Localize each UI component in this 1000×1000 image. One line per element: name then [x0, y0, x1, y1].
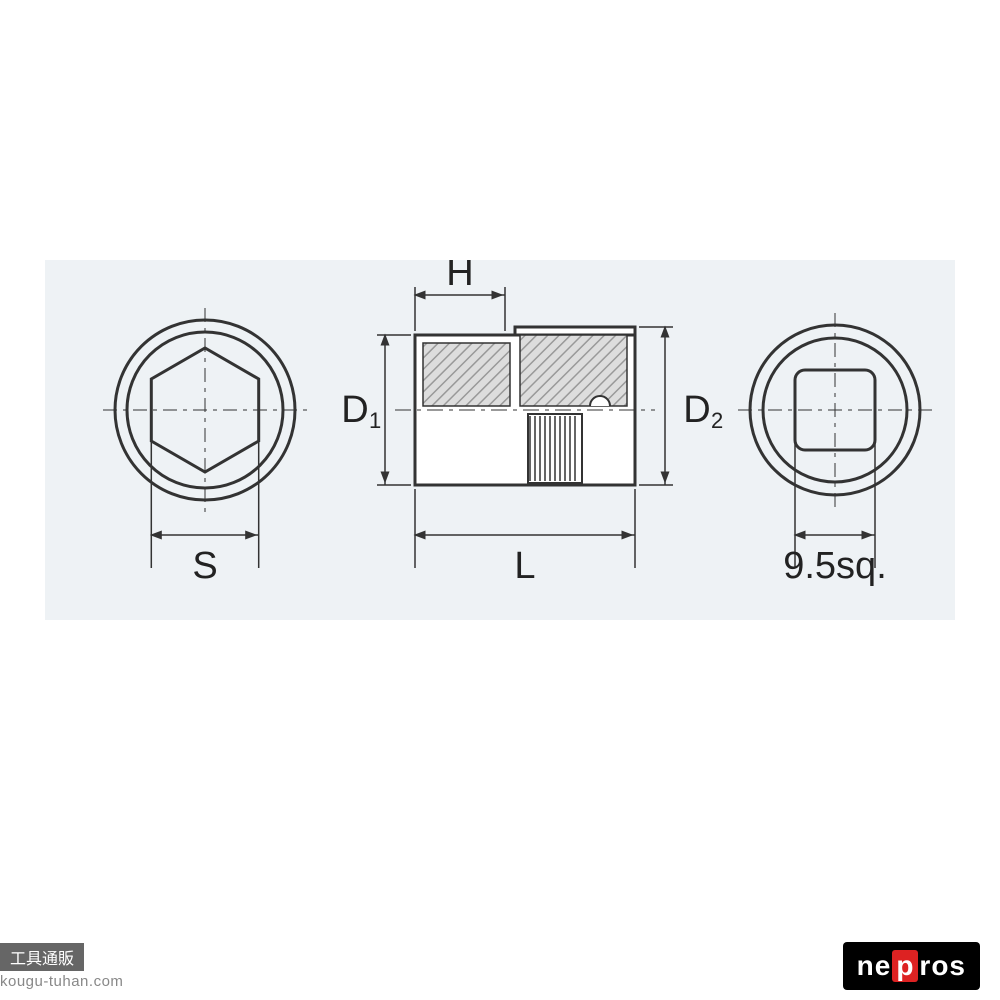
svg-text:2: 2: [711, 408, 723, 433]
technical-drawing: SHLD1D29.5sq.: [45, 260, 955, 620]
site-badge: 工具通販: [0, 943, 84, 971]
svg-text:D: D: [683, 389, 710, 431]
svg-text:D: D: [341, 389, 368, 431]
svg-text:1: 1: [369, 408, 381, 433]
svg-text:H: H: [446, 260, 473, 294]
footer-left: 工具通販 kougu-tuhan.com: [0, 943, 123, 990]
logo-text-p: p: [892, 950, 918, 982]
footer: 工具通販 kougu-tuhan.com nepros: [0, 940, 1000, 1000]
site-url: kougu-tuhan.com: [0, 973, 123, 990]
svg-text:L: L: [514, 545, 535, 587]
svg-text:S: S: [192, 545, 217, 587]
nepros-logo: nepros: [843, 942, 980, 990]
logo-text-before: ne: [857, 950, 892, 982]
diagram-panel: SHLD1D29.5sq.: [45, 260, 955, 620]
logo-text-after: ros: [919, 950, 966, 982]
svg-text:9.5sq.: 9.5sq.: [783, 545, 887, 587]
